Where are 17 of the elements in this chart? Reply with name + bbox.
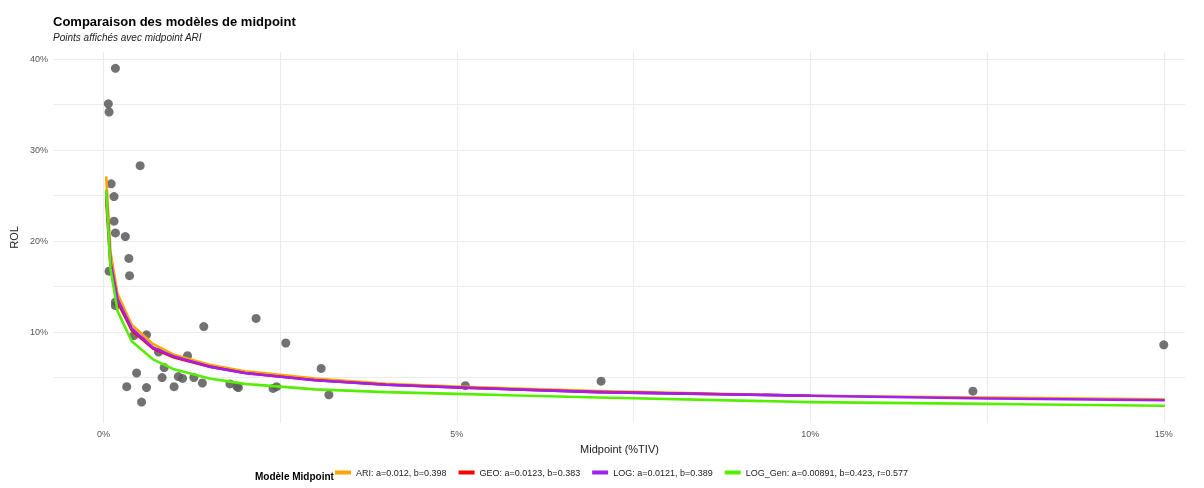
x-axis-title: Midpoint (%TIV) [580,442,659,455]
legend-title: Modèle Midpoint [255,470,335,482]
y-tick-label: 20% [29,236,48,247]
x-tick-label: 0% [96,428,110,439]
x-tick-label: 10% [801,428,820,439]
y-tick-label: 40% [29,54,48,65]
legend-label: LOG_Gen: a=0.00891, b=0.423, r=0.577 [745,467,909,478]
legend-label: ARI: a=0.012, b=0.398 [356,467,447,478]
x-tick-label: 5% [450,428,464,439]
legend-label: GEO: a=0.0123, b=0.383 [479,467,581,478]
x-tick-label: 15% [1154,428,1173,439]
chart-subtitle: Points affichés avec midpoint ARI [53,31,202,43]
y-axis-title: ROL [7,226,20,249]
y-tick-label: 10% [29,327,48,338]
y-tick-label: 30% [29,145,48,156]
chart-title: Comparaison des modèles de midpoint [53,14,297,29]
legend-label: LOG: a=0.0121, b=0.389 [613,467,713,478]
